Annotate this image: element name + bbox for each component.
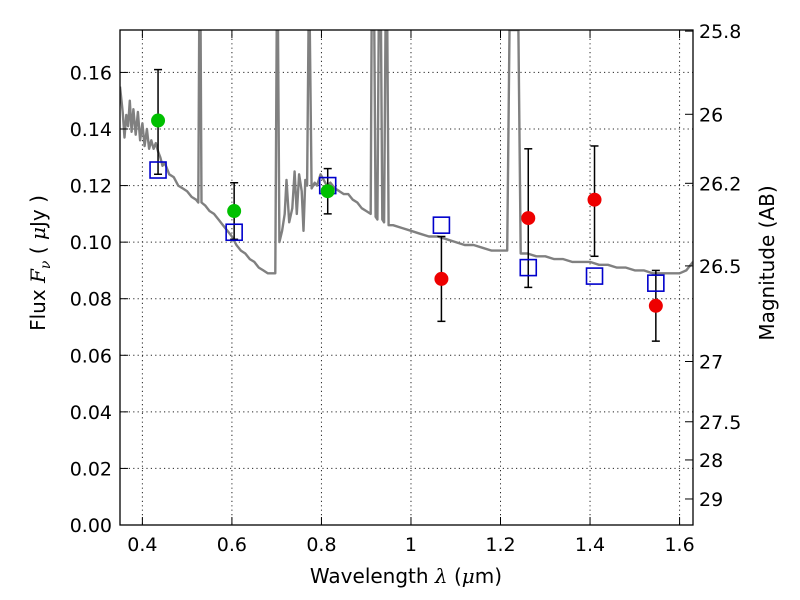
observed-green-point — [227, 204, 242, 219]
x-tick-label: 1.6 — [664, 534, 694, 556]
y-tick-label: 0.00 — [70, 515, 112, 537]
y-tick-label: 0.16 — [70, 62, 112, 84]
spectrum-layer — [120, 30, 693, 275]
y2-tick-label: 27 — [699, 352, 723, 374]
x-axis-label: Wavelength λ (μm) — [310, 564, 502, 588]
y2-tick-label: 26.5 — [699, 256, 741, 278]
model-square-marker — [225, 223, 243, 242]
x-tick-label: 0.6 — [217, 534, 247, 556]
x-tick-label: 1 — [405, 534, 417, 556]
y2-tick-label: 29 — [699, 489, 723, 511]
x-tick-label: 1.2 — [485, 534, 515, 556]
x-tick-label: 1.4 — [575, 534, 605, 556]
y2-tick-label: 28 — [699, 450, 723, 472]
spectrum-line — [120, 30, 693, 275]
y2-tick-label: 27.5 — [699, 412, 741, 434]
y2-axis-label: Magnitude (AB) — [755, 185, 779, 340]
model-square-marker — [585, 267, 604, 285]
y2-tick-label: 25.8 — [699, 21, 741, 43]
y-tick-label: 0.04 — [70, 402, 112, 424]
plot-frame — [119, 29, 694, 526]
y-tick-label: 0.10 — [70, 232, 112, 254]
y2-tick-label: 26.2 — [699, 173, 741, 195]
model-square-marker — [519, 258, 538, 277]
model-square-marker — [149, 161, 167, 179]
marker-layer — [149, 68, 665, 342]
observed-red-point — [434, 271, 449, 286]
observed-red-point — [648, 298, 663, 313]
y2-tick-label: 26 — [699, 104, 723, 126]
y-tick-label: 0.06 — [70, 345, 112, 367]
model-square-marker — [647, 274, 665, 292]
y-tick-label: 0.12 — [70, 176, 112, 198]
x-tick-label: 0.4 — [127, 534, 157, 556]
x-tick-label: 0.8 — [306, 534, 336, 556]
observed-red-point — [587, 192, 602, 207]
y-tick-label: 0.02 — [70, 458, 112, 480]
grid-lines — [120, 30, 693, 526]
observed-red-point — [521, 211, 536, 226]
y-axis-label: Flux Fν ( μJy ) — [26, 195, 54, 331]
y-tick-label: 0.08 — [70, 289, 112, 311]
y-tick-label: 0.14 — [70, 119, 112, 141]
observed-green-point — [151, 113, 166, 128]
model-square-marker — [432, 216, 451, 234]
tick-marks — [120, 30, 693, 526]
observed-green-point — [320, 184, 335, 199]
